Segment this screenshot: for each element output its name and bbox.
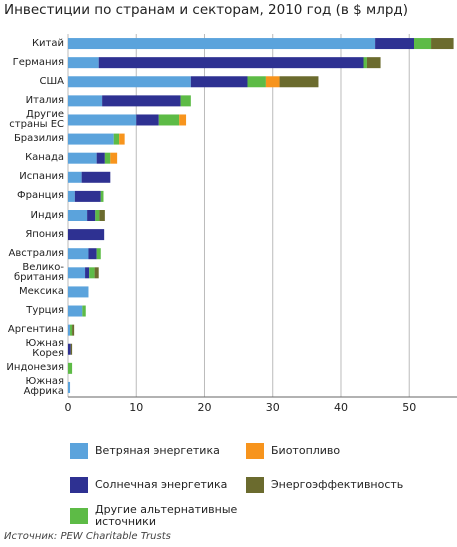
y-tick-label: Германия <box>12 56 64 68</box>
x-tick-label: 30 <box>266 401 280 414</box>
y-tick-label: Аргентина <box>7 324 64 336</box>
y-tick-label: Индия <box>30 209 64 221</box>
bar-segment <box>179 114 187 126</box>
bar-segment <box>68 95 103 107</box>
bar-segment <box>89 267 95 279</box>
bar-segment <box>68 76 191 88</box>
bar-segment <box>431 38 454 50</box>
bar-segment <box>158 114 180 126</box>
bar-segment <box>119 133 125 145</box>
y-tick-label: Бразилия <box>13 133 64 145</box>
bar-segment <box>100 190 104 202</box>
legend-swatch <box>70 508 88 524</box>
bar-segment <box>87 210 96 221</box>
bar-segment <box>70 324 73 336</box>
bar-segment <box>68 324 71 336</box>
bar-segment <box>68 229 105 241</box>
bar-segment <box>68 190 75 202</box>
bar-segment <box>82 305 86 317</box>
legend-label: Солнечная энергетика <box>95 478 228 491</box>
bar-segment <box>68 171 82 183</box>
bar-segment <box>68 57 99 69</box>
bar-segment <box>102 95 181 107</box>
bar-segment <box>247 76 266 88</box>
bar-segment <box>68 152 97 164</box>
bar-segment <box>68 38 376 50</box>
bar-segment <box>68 267 86 279</box>
bar-segment <box>68 248 89 260</box>
bar-segment <box>96 152 105 164</box>
bar-segment <box>88 248 97 260</box>
bar-segment <box>94 267 99 279</box>
bar-segment <box>95 210 100 221</box>
legend-label: Ветряная энергетика <box>95 444 220 457</box>
legend-label: Другие альтернативные источники <box>95 503 238 528</box>
y-tick-label: Франция <box>17 190 64 202</box>
bar-segment <box>99 210 105 221</box>
bar-segment <box>113 133 120 145</box>
legend-swatch <box>246 443 264 459</box>
bar-segment <box>104 152 111 164</box>
bar-segment <box>68 381 71 393</box>
bar-segment <box>110 152 118 164</box>
bar-segment <box>98 57 364 69</box>
bar-segment <box>68 362 73 374</box>
x-tick-label: 40 <box>334 401 348 414</box>
bar-segment <box>363 57 367 69</box>
x-tick-label: 0 <box>65 401 72 414</box>
y-tick-label: Велико- британия <box>13 261 64 283</box>
y-tick-label: Австралия <box>8 247 64 259</box>
x-tick-label: 50 <box>402 401 416 414</box>
bar-segment <box>375 38 415 50</box>
bar-segment <box>136 114 159 126</box>
bar-segment <box>68 286 89 298</box>
bar-segment <box>85 267 90 279</box>
source: Источник: PEW Charitable Trusts <box>4 531 171 542</box>
bar-segment <box>96 248 101 260</box>
bar-segment <box>190 76 248 88</box>
bar-segment <box>72 324 75 336</box>
legend-swatch <box>70 477 88 493</box>
bar-segment <box>70 343 73 355</box>
legend-swatch <box>246 477 264 493</box>
y-tick-label: Мексика <box>19 285 64 297</box>
bar-segment <box>68 343 71 355</box>
bar-segment <box>414 38 432 50</box>
bar-segment <box>68 114 137 126</box>
legend-swatch <box>70 443 88 459</box>
x-tick-label: 20 <box>197 401 211 414</box>
y-tick-label: США <box>39 75 64 87</box>
x-tick-label: 10 <box>129 401 143 414</box>
y-tick-label: Южная Корея <box>25 338 65 360</box>
y-tick-label: Испания <box>19 171 64 183</box>
y-tick-label: Канада <box>25 152 64 164</box>
y-tick-label: Турция <box>26 305 64 317</box>
y-tick-label: Китай <box>31 37 64 49</box>
legend-label: Биотопливо <box>271 444 341 457</box>
bar-segment <box>279 76 319 88</box>
y-tick-label: Индонезия <box>6 362 64 374</box>
y-tick-label: Италия <box>25 94 64 106</box>
bar-segment <box>68 305 83 317</box>
bar-segment <box>366 57 381 69</box>
bar-segment <box>68 133 114 145</box>
bar-segment <box>68 210 88 221</box>
y-tick-label: Япония <box>25 228 64 240</box>
y-tick-label: Другие страны ЕС <box>9 108 64 130</box>
chart-title: Инвестиции по странам и секторам, 2010 г… <box>4 2 409 18</box>
y-tick-label: Южная Африка <box>23 376 64 398</box>
legend-label: Энергоэффективность <box>271 478 404 491</box>
bar-segment <box>265 76 280 88</box>
bar-segment <box>180 95 191 107</box>
bar-segment <box>74 190 101 202</box>
bar-segment <box>81 171 111 183</box>
